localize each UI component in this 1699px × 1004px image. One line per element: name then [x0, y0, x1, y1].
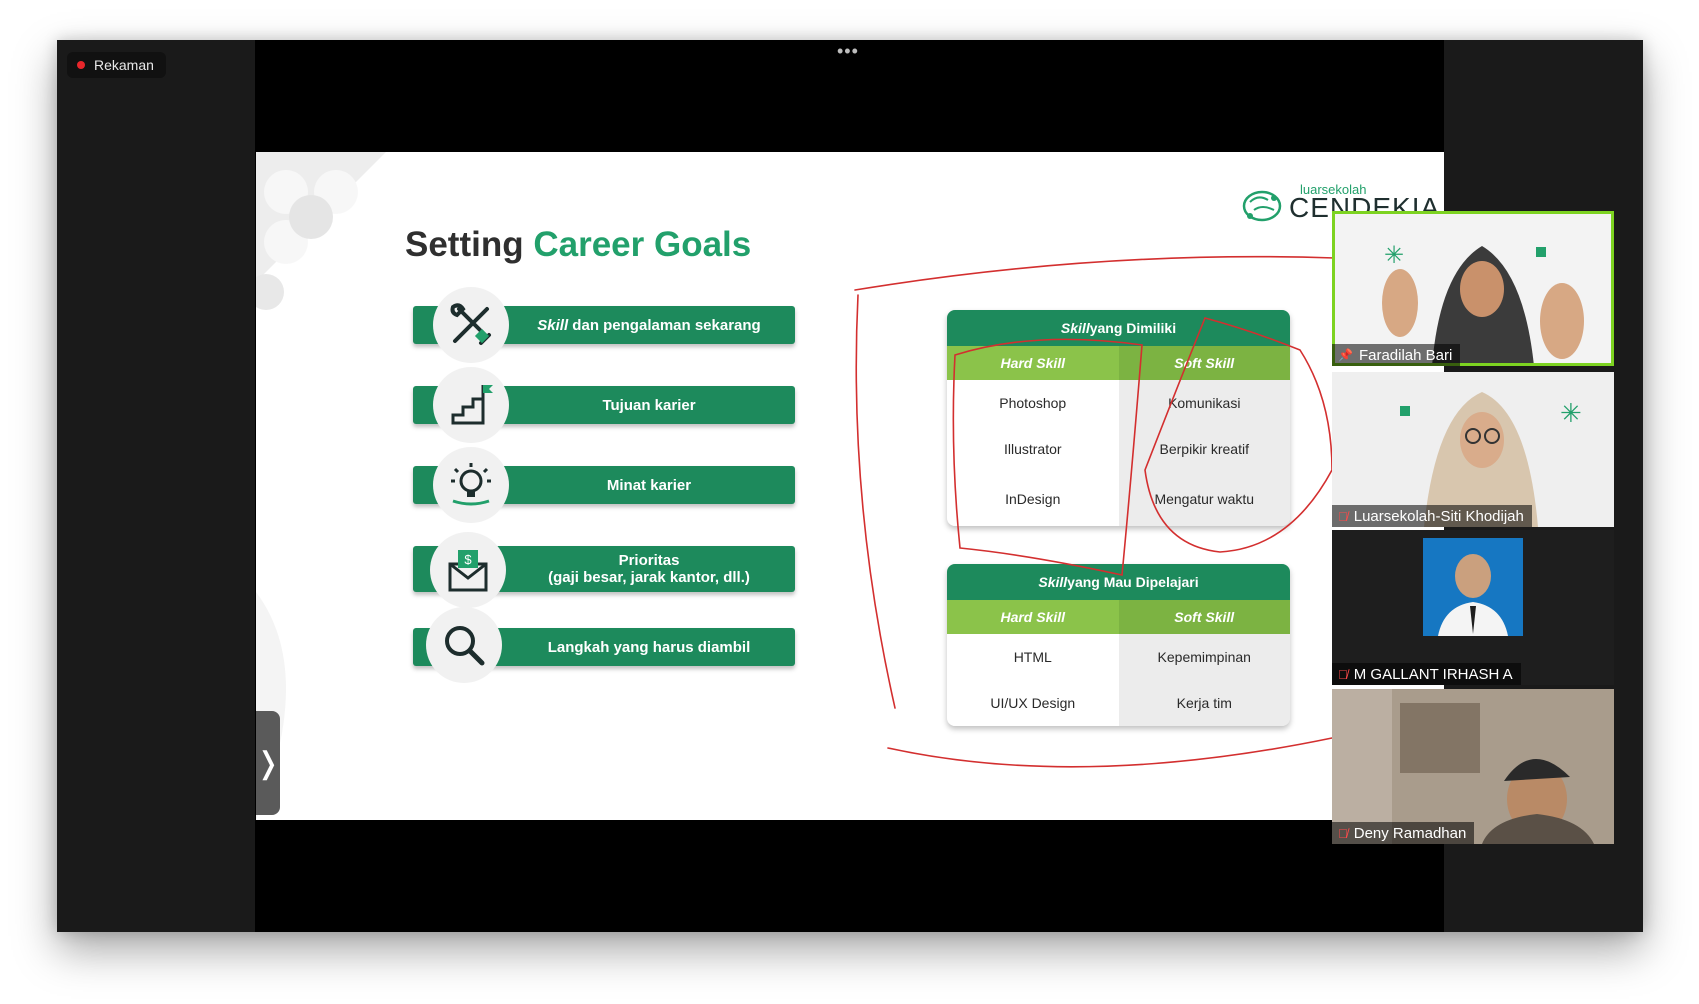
presentation-slide: Setting Career Goals luarsekolah CENDEKI… — [256, 152, 1444, 820]
participant-name-bar: 🎙̸ Deny Ramadhan — [1332, 822, 1475, 844]
logo-small-text: luarsekolah — [1300, 182, 1367, 197]
participant-name: Faradilah Bari — [1358, 346, 1453, 364]
goal-label-rest: dan pengalaman sekarang — [568, 316, 761, 334]
goal-label: Langkah yang harus diambil — [547, 638, 751, 656]
learn-skills-title-italic: Skill — [1038, 574, 1068, 590]
brain-logo-icon — [1242, 190, 1282, 222]
svg-text:✳: ✳ — [1384, 242, 1404, 269]
skill-row: UI/UX Design Kerja tim — [947, 680, 1290, 726]
svg-text:$: $ — [464, 552, 472, 567]
participant-gallery: ✳ 📌 Faradilah Bari ✳ 🎙̸ Luarsekolah-Siti… — [1332, 210, 1614, 850]
title-highlight: Career Goals — [533, 225, 752, 264]
participant-name-bar: 🎙̸ Luarsekolah-Siti Khodijah — [1332, 505, 1532, 527]
slide-title: Setting Career Goals — [405, 225, 751, 265]
learn-skills-panel: Skill yang Mau Dipelajari Hard Skill Sof… — [947, 564, 1290, 726]
skill-row: InDesign Mengatur waktu — [947, 472, 1290, 526]
recording-label: Rekaman — [94, 57, 154, 73]
recording-indicator[interactable]: Rekaman — [67, 52, 166, 78]
hard-skill-cell: InDesign — [947, 472, 1119, 526]
side-panel-toggle[interactable]: ❭ — [255, 711, 281, 815]
hard-skill-cell: UI/UX Design — [947, 680, 1119, 726]
soft-skill-cell: Komunikasi — [1118, 380, 1290, 426]
goal-label: Tujuan karier — [602, 396, 696, 414]
lightbulb-icon — [433, 447, 509, 523]
skill-row: HTML Kepemimpinan — [947, 634, 1290, 680]
participant-tile[interactable]: ✳ 📌 Faradilah Bari — [1332, 211, 1614, 366]
soft-skill-header: Soft Skill — [1118, 346, 1290, 380]
magnifier-icon — [426, 607, 502, 683]
owned-skills-title-rest: yang Dimiliki — [1089, 320, 1177, 336]
video-feed-faradilah: ✳ — [1332, 211, 1614, 366]
stairs-flag-icon — [433, 367, 509, 443]
video-feed-siti: ✳ — [1332, 372, 1614, 527]
goal-label: Skill dan pengalaman sekarang — [447, 317, 760, 334]
participant-tile[interactable]: ✳ 🎙̸ Luarsekolah-Siti Khodijah — [1332, 372, 1614, 527]
more-options-icon[interactable]: ••• — [837, 41, 859, 61]
skill-row: Photoshop Komunikasi — [947, 380, 1290, 426]
participant-tile[interactable]: 🎙̸ M GALLANT IRHASH A — [1332, 530, 1614, 685]
participant-name-bar: 📌 Faradilah Bari — [1332, 344, 1461, 366]
goal-label: Minat karier — [606, 476, 692, 494]
learn-skills-title-rest: yang Mau Dipelajari — [1067, 574, 1199, 590]
pin-icon: 📌 — [1338, 348, 1353, 362]
learn-skills-title: Skill yang Mau Dipelajari — [947, 564, 1290, 600]
participant-name: Luarsekolah-Siti Khodijah — [1353, 507, 1524, 525]
soft-skill-header: Soft Skill — [1118, 600, 1290, 634]
title-prefix: Setting — [405, 225, 524, 264]
hard-skill-cell: HTML — [947, 634, 1119, 680]
video-feed-deny — [1332, 689, 1614, 844]
hard-skill-cell: Illustrator — [947, 426, 1119, 472]
owned-skills-title-italic: Skill — [1060, 320, 1090, 336]
participant-name: M GALLANT IRHASH A — [1353, 665, 1513, 683]
goal-label-italic: Skill — [537, 316, 569, 334]
goal-label-line1: Prioritas — [618, 552, 680, 569]
goal-label-line2: (gaji besar, jarak kantor, dll.) — [548, 569, 750, 586]
money-envelope-icon: $ — [430, 532, 506, 608]
soft-skill-cell: Kepemimpinan — [1118, 634, 1290, 680]
soft-skill-cell: Mengatur waktu — [1118, 472, 1290, 526]
owned-skills-panel: Skill yang Dimiliki Hard Skill Soft Skil… — [947, 310, 1290, 526]
mic-muted-icon: 🎙̸ — [1338, 825, 1348, 841]
skill-row: Illustrator Berpikir kreatif — [947, 426, 1290, 472]
record-dot-icon — [77, 61, 85, 69]
soft-skill-cell: Berpikir kreatif — [1118, 426, 1290, 472]
mic-muted-icon: 🎙̸ — [1338, 666, 1348, 682]
pattern-decoration — [256, 152, 386, 310]
participant-name-bar: 🎙̸ M GALLANT IRHASH A — [1332, 663, 1521, 685]
tools-icon — [433, 287, 509, 363]
participant-tile[interactable]: 🎙̸ Deny Ramadhan — [1332, 689, 1614, 844]
soft-skill-cell: Kerja tim — [1118, 680, 1290, 726]
goal-label: Prioritas (gaji besar, jarak kantor, dll.… — [458, 552, 750, 586]
hard-skill-cell: Photoshop — [947, 380, 1119, 426]
owned-skills-title: Skill yang Dimiliki — [947, 310, 1290, 346]
avatar-gallant — [1423, 538, 1523, 636]
hard-skill-header: Hard Skill — [947, 600, 1119, 634]
svg-text:✳: ✳ — [1560, 398, 1582, 428]
mic-muted-icon: 🎙̸ — [1338, 508, 1348, 524]
hard-skill-header: Hard Skill — [947, 346, 1119, 380]
participant-name: Deny Ramadhan — [1353, 824, 1467, 842]
